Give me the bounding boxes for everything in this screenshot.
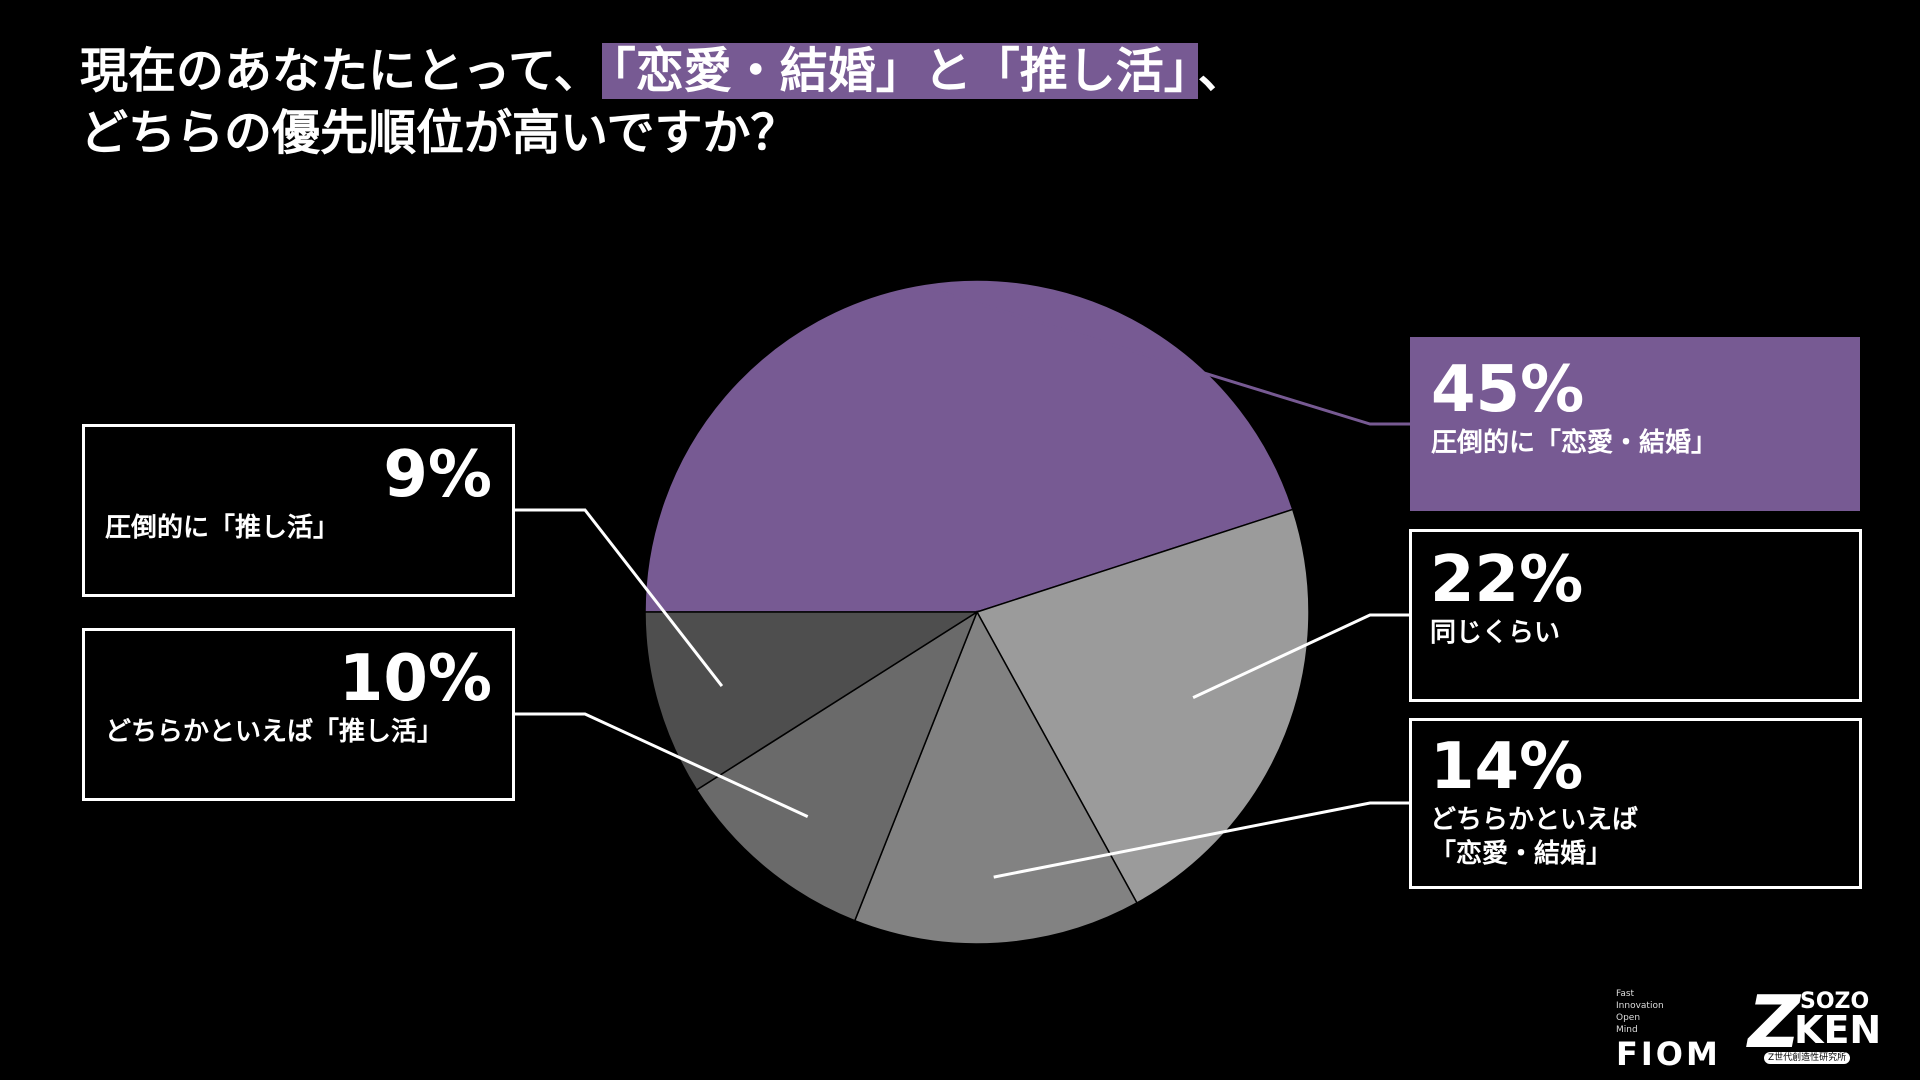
fiom-small-4: Mind — [1616, 1025, 1638, 1035]
callout-box-2: 14% どちらかといえば 「恋愛・結婚」 — [1409, 718, 1862, 889]
leader-line-2 — [993, 801, 1409, 879]
title-line1-before: 現在のあなたにとって、 — [80, 43, 602, 99]
callout-1-label: 同じくらい — [1430, 618, 1561, 648]
callout-box-1: 22% 同じくらい — [1409, 529, 1862, 702]
pie-slices — [644, 279, 1310, 945]
zken-tagline: Z世代創造性研究所 — [1764, 1052, 1851, 1064]
fiom-wordmark: FIOM — [1616, 1035, 1721, 1073]
callout-box-0: 45% 圧倒的に「恋愛・結婚」 — [1410, 337, 1860, 511]
title-line1-after: 、 — [1197, 43, 1246, 99]
zken-ken: KEN — [1794, 1008, 1882, 1052]
callout-3-label: どちらかといえば「推し活」 — [105, 717, 444, 747]
fiom-logo: Fast Innovation Open Mind FIOM — [1616, 988, 1740, 1072]
pie-slice-4 — [644, 611, 980, 791]
leader-line-0 — [925, 285, 1410, 426]
callout-4-value: 9% — [383, 438, 492, 512]
leader-line-4 — [515, 508, 724, 688]
pie-slice-2 — [853, 610, 1138, 945]
leader-lines — [515, 285, 1410, 879]
leader-line-3 — [515, 712, 809, 818]
pie-slice-0 — [644, 279, 1294, 613]
callout-box-3: 10% どちらかといえば「推し活」 — [82, 628, 515, 801]
title-line2: どちらの優先順位が高いですか？ — [80, 105, 799, 161]
fiom-small-2: Innovation — [1616, 1001, 1664, 1011]
callout-2-value: 14% — [1430, 730, 1584, 804]
callout-3-value: 10% — [338, 642, 492, 716]
callout-box-4: 9% 圧倒的に「推し活」 — [82, 424, 515, 597]
callout-2-label-line2: 「恋愛・結婚」 — [1430, 839, 1613, 869]
callout-4-label: 圧倒的に「推し活」 — [105, 513, 340, 543]
callout-1-value: 22% — [1430, 543, 1584, 617]
callout-0-label: 圧倒的に「恋愛・結婚」 — [1431, 428, 1718, 458]
title-highlight: 「恋愛・結婚」と「推し活」 — [601, 43, 1198, 99]
callout-2-label-line1: どちらかといえば — [1430, 805, 1639, 835]
callout-0-value: 45% — [1431, 353, 1585, 427]
pie-slice-1 — [975, 508, 1310, 904]
fiom-small-3: Open — [1616, 1013, 1641, 1023]
leader-line-1 — [1192, 613, 1409, 699]
zken-logo: Z SOZO KEN Z世代創造性研究所 — [1748, 982, 1881, 1068]
zken-sozo: SOZO — [1800, 989, 1870, 1014]
pie-slice-3 — [695, 610, 979, 922]
chart-title: 現在のあなたにとって、 「恋愛・結婚」と「推し活」、 どちらの優先順位が高いですか… — [80, 40, 1246, 164]
zken-z: Z — [1748, 980, 1801, 1064]
fiom-small-1: Fast — [1616, 989, 1635, 999]
